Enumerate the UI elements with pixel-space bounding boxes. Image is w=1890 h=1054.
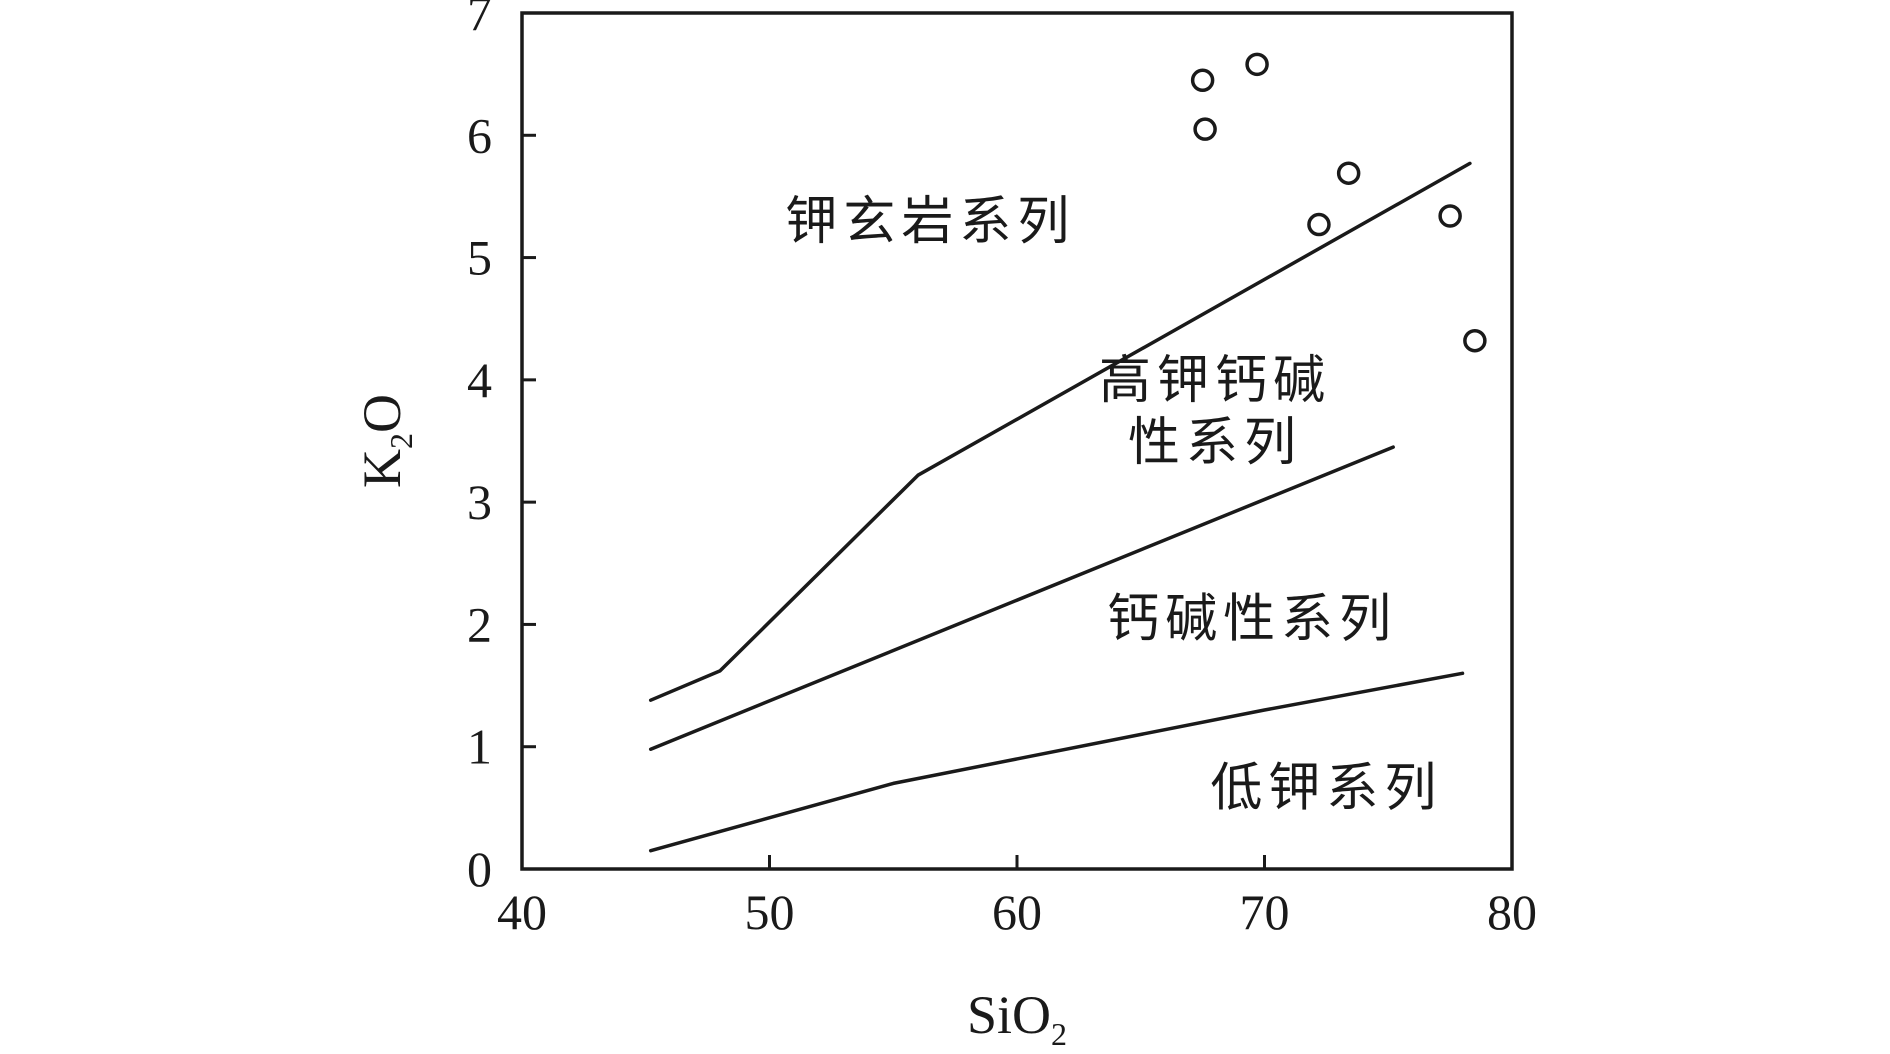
sample-point [1190,68,1215,93]
y-tick-label: 2 [467,596,492,652]
region-label: 高钾钙碱性系列 [1099,351,1331,473]
boundary-line-2 [648,445,1395,751]
y-tick-label: 0 [467,841,492,897]
x-tick-label: 70 [1240,884,1290,940]
y-tick-label: 7 [467,0,492,41]
x-tick-label: 50 [745,884,795,940]
y-tick-label: 4 [467,352,492,408]
region-label: 钙碱性系列 [1107,590,1397,650]
x-tick-label: 40 [497,884,547,940]
region-label: 低钾系列 [1210,758,1442,818]
x-tick-label: 80 [1487,884,1537,940]
sample-points [1190,52,1487,353]
boundary-line-3 [648,161,1472,702]
x-axis-title: SiO2 [967,985,1067,1052]
y-axis-title: K2O [352,394,419,488]
y-tick-label: 3 [467,474,492,530]
sample-point [1463,328,1487,353]
sample-point [1336,161,1361,185]
x-tick-label: 60 [992,884,1042,940]
sample-point [1245,52,1269,77]
sample-point [1307,212,1331,237]
y-tick-label: 6 [467,107,492,163]
region-label: 钾玄岩系列 [785,192,1075,252]
boundary-line-1 [648,671,1465,853]
sample-point [1193,117,1217,141]
y-tick-label: 1 [467,719,492,775]
axis-ticks: 40 50 60 70 80 0 1 2 3 4 5 6 7 [467,0,1537,940]
sample-point [1438,204,1462,228]
y-tick-label: 5 [467,230,492,286]
series-boundaries [648,161,1472,853]
